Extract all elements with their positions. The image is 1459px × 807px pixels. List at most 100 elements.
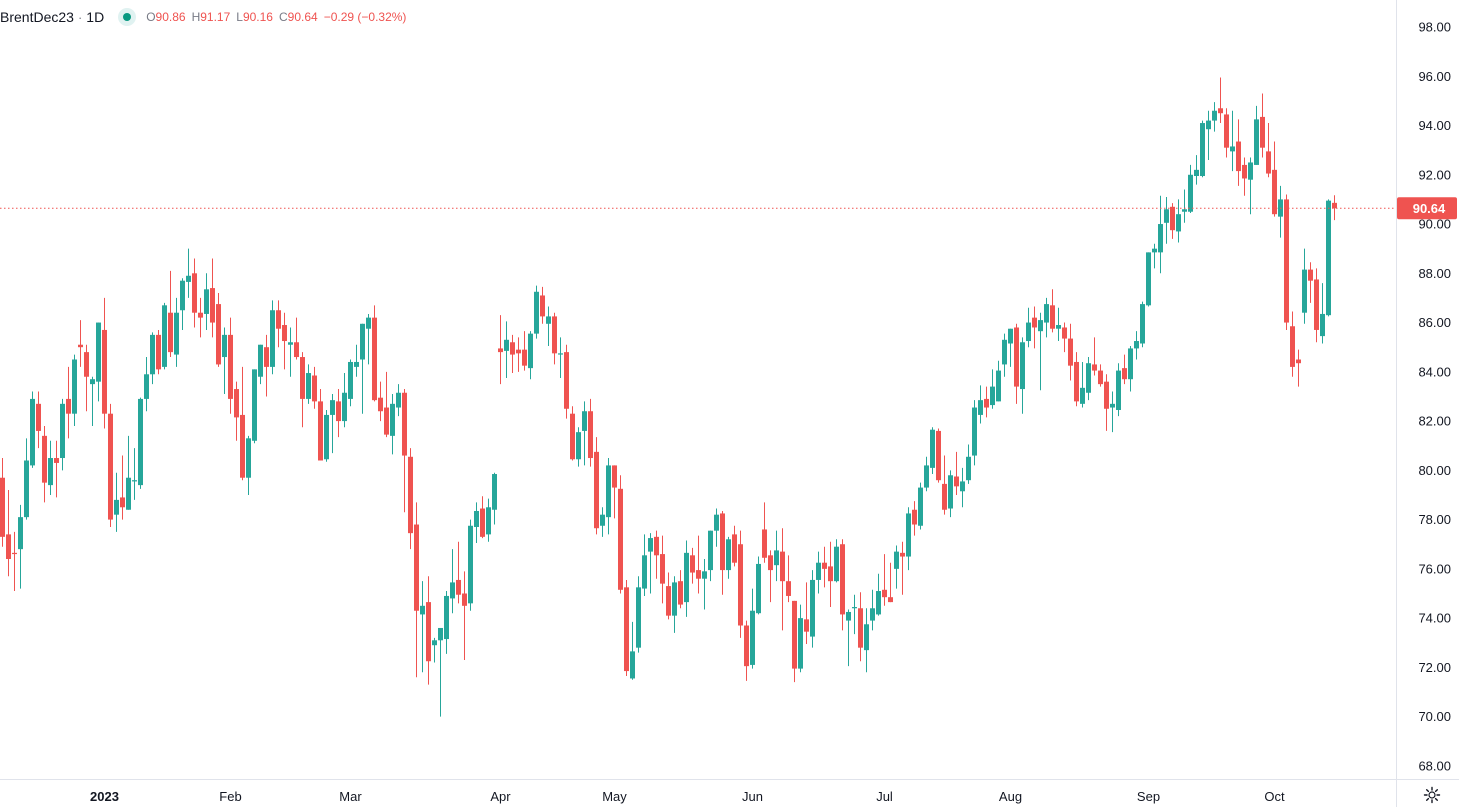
candle-body [288,342,293,345]
candle-body [360,323,365,360]
candle-body [168,312,173,353]
change-value: −0.29 (−0.32%) [323,10,407,24]
candle-body [294,342,299,358]
candle-body [1014,327,1019,387]
candle-body [882,589,887,598]
candle-body [1104,381,1109,409]
candle [384,371,389,438]
price-tick-label: 74.00 [1418,611,1451,626]
candle-body [1230,146,1235,152]
candle-body [252,369,257,441]
symbol-name[interactable]: BrentDec23 [0,9,74,25]
candle-body [138,398,143,486]
candle [378,381,383,422]
candle [732,525,737,567]
low-label: L [236,10,243,24]
candle-body [588,411,593,459]
candle [654,530,659,579]
candle [174,297,179,367]
candle [1074,352,1079,407]
ohlc-low: L90.16 [236,10,273,24]
candle [1152,243,1157,269]
candle-body [342,392,347,422]
candle [1200,120,1205,178]
candle-body [1200,123,1205,177]
price-tick-label: 90.00 [1418,217,1451,232]
candle [276,300,281,348]
candle [1134,331,1139,360]
candle-body [408,456,413,534]
candle [678,570,683,609]
candle-body [852,607,857,609]
candle-body [1110,403,1115,408]
candle [438,627,443,717]
candle-body [816,562,821,580]
candle [1140,301,1145,348]
candle-body [1164,209,1169,223]
candle [72,354,77,427]
candle-body [936,430,941,481]
interval[interactable]: 1D [86,9,105,25]
candle [648,533,653,594]
candle [720,510,725,595]
candle [234,381,239,441]
candle [996,360,1001,402]
candle-body [864,624,869,651]
candle [120,455,125,520]
candle-body [1284,199,1289,323]
candle-body [792,600,797,669]
candle [1068,323,1073,381]
candle [372,305,377,402]
candle-body [162,305,167,367]
candle-body [156,334,161,370]
candle-body [24,460,29,518]
candle-body [684,552,689,603]
time-axis[interactable]: 2023 Feb Mar Apr May Jun Jul Aug Sep Oct [90,789,1285,804]
candle-body [1128,348,1133,380]
candle-body [390,403,395,436]
price-axis[interactable]: 68.00 70.00 72.00 74.00 76.00 78.00 80.00 82.00… [1418,20,1451,774]
candle-body [1182,209,1187,212]
candle [888,562,893,603]
price-tick-label: 78.00 [1418,512,1451,527]
price-tick-label: 94.00 [1418,118,1451,133]
candle [666,572,671,620]
candle [402,389,407,513]
candle-body [780,551,785,582]
gear-icon[interactable] [1423,786,1441,804]
candle-body [1308,269,1313,281]
candle [534,285,539,339]
candle-body [600,514,605,526]
candle [630,621,635,680]
candle [414,502,419,678]
candle-body [210,288,215,323]
candle-body [1224,114,1229,148]
candle [420,581,425,673]
candle-body [444,595,449,640]
candle [84,344,89,412]
candle-body [108,413,113,520]
candle-body [300,357,305,399]
candle-body [270,310,275,367]
candle-body [324,414,329,460]
candle [1098,364,1103,387]
candle-body [1080,387,1085,404]
candle-body [912,509,917,525]
candle [696,535,701,594]
candle [90,376,95,427]
candle [894,545,899,589]
candle-body [282,325,287,342]
candles-layer [0,77,1337,717]
time-tick-label: Oct [1264,789,1285,804]
candle-body [618,488,623,590]
candle [618,475,623,594]
candle [750,588,755,669]
candle-body [804,619,809,632]
candle-body [1146,252,1151,306]
candle [1146,252,1151,307]
candle-body [648,538,653,552]
candle-body [1020,342,1025,390]
price-tick-label: 86.00 [1418,315,1451,330]
candle [102,297,107,429]
